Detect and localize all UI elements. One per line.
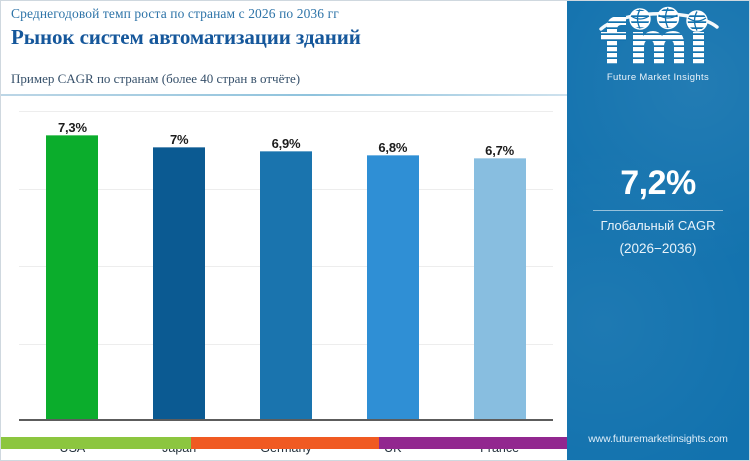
global-cagr-period: (2026−2036) — [619, 241, 697, 256]
bar-usa[interactable] — [46, 135, 99, 419]
bar-uk[interactable] — [366, 154, 419, 419]
strip-segment-orange — [191, 437, 379, 449]
x-axis-line — [19, 419, 553, 421]
header-divider — [1, 94, 569, 96]
fmi-wordmark — [601, 16, 704, 64]
globe-icon-3 — [686, 10, 708, 32]
cagr-divider — [593, 210, 723, 211]
bar-value-label: 6,8% — [378, 139, 408, 155]
fmi-logo: Future Market Insights — [567, 5, 749, 83]
fmi-logo-tagline: Future Market Insights — [606, 72, 710, 83]
bar-france[interactable] — [473, 158, 526, 419]
website-url[interactable]: www.futuremarketinsights.com — [588, 433, 728, 445]
bar-value-label: 7% — [169, 131, 189, 147]
strip-segment-purple — [379, 437, 569, 449]
page-title: Рынок систем автоматизации зданий — [11, 25, 361, 49]
global-cagr-label: Глобальный CAGR — [600, 218, 716, 233]
global-cagr-value: 7,2% — [620, 164, 696, 202]
bar-value-label: 6,9% — [271, 135, 301, 151]
gridline — [19, 111, 553, 112]
bar-chart: 7,3%USA7%Japan6,9%Germany6,8%UK6,7%Franc… — [1, 97, 569, 455]
brand-sidebar: Future Market Insights 7,2% Глобальный C… — [567, 1, 749, 460]
chart-subtitle: Пример CAGR по странам (более 40 стран в… — [11, 71, 301, 86]
bar-germany[interactable] — [260, 150, 312, 419]
main-content-area: Среднегодовой темп роста по странам с 20… — [1, 1, 569, 455]
plot-area: 7,3%USA7%Japan6,9%Germany6,8%UK6,7%Franc… — [19, 111, 553, 455]
strip-segment-green — [1, 437, 191, 449]
bar-value-label: 7,3% — [57, 120, 87, 136]
globe-icon-1 — [629, 8, 651, 30]
globe-icon-2 — [656, 6, 680, 30]
bar-japan[interactable] — [153, 146, 206, 419]
fmi-logo-icon — [599, 6, 719, 64]
bar-value-label: 6,7% — [485, 143, 515, 159]
bottom-color-strip — [1, 437, 569, 449]
eyebrow-text: Среднегодовой темп роста по странам с 20… — [11, 6, 339, 21]
